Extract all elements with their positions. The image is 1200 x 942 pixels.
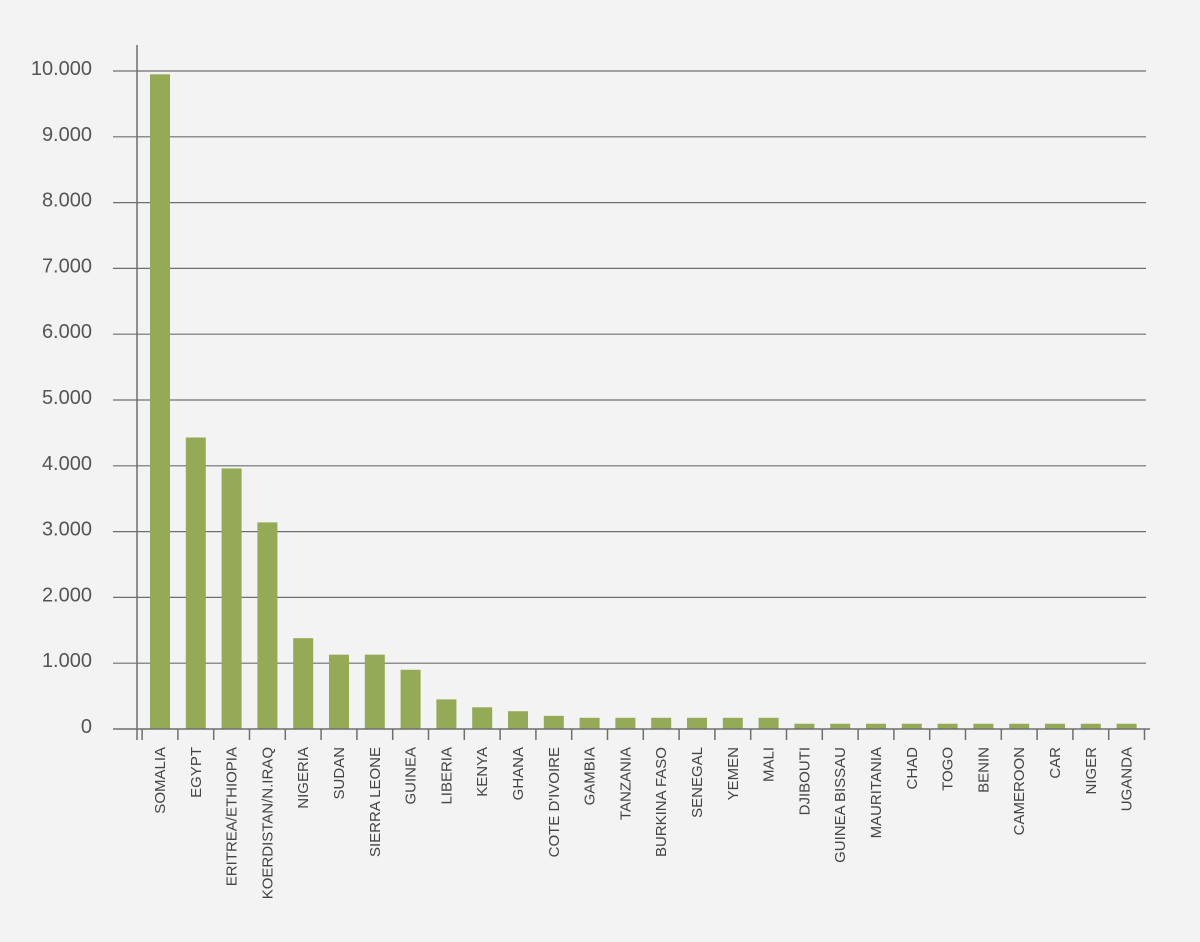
y-tick-label: 1.000: [42, 650, 92, 672]
bar: [973, 723, 994, 729]
bar: [722, 717, 743, 729]
y-tick-label: 8.000: [42, 190, 92, 212]
y-axis-tick-labels: 0 1.000 2.000 3.000 4.000 5.000 6.000 7.000 8.00…: [31, 58, 92, 738]
gridlines: [113, 70, 1146, 664]
x-tick-label: TANZANIA: [617, 747, 634, 820]
bar: [794, 723, 815, 729]
x-tick-label: NIGERIA: [295, 747, 312, 809]
y-tick-label: 7.000: [42, 255, 92, 277]
x-tick-label: CHAD: [904, 747, 921, 790]
x-tick-label: MAURITANIA: [868, 747, 885, 838]
bar: [615, 717, 636, 729]
bar: [436, 699, 457, 729]
bar: [830, 723, 851, 729]
x-tick-label: GUINEA BISSAU: [832, 747, 849, 863]
bar: [651, 717, 672, 729]
bar: [221, 468, 242, 729]
x-tick-label: GUINEA: [403, 747, 420, 805]
bar: [758, 717, 779, 729]
bar: [364, 654, 385, 729]
bar: [1045, 723, 1065, 729]
x-tick-label: SOMALIA: [152, 747, 169, 814]
x-tick-label: SENEGAL: [689, 747, 706, 818]
bar: [1009, 723, 1030, 729]
x-tick-label: KOERDISTAN/N.IRAQ: [259, 747, 276, 899]
x-tick-label: CAMEROON: [1011, 747, 1028, 835]
x-tick-label: SIERRA LEONE: [367, 747, 384, 857]
x-tick-label: DJIBOUTI: [796, 747, 813, 815]
bar: [1116, 723, 1137, 729]
bar: [866, 723, 886, 729]
bar: [293, 638, 314, 729]
y-tick-label: 2.000: [42, 584, 92, 606]
bar: [901, 723, 922, 729]
bar: [543, 715, 564, 729]
x-tick-label: KENYA: [474, 747, 491, 797]
x-tick-label: TOGO: [940, 747, 957, 791]
x-tick-label: CAR: [1047, 747, 1064, 779]
y-tick-label: 0: [81, 716, 92, 738]
bar: [185, 437, 206, 729]
x-tick-label: UGANDA: [1119, 747, 1136, 811]
bar: [937, 723, 958, 729]
y-tick-label: 5.000: [42, 387, 92, 409]
x-tick-label: GHANA: [510, 747, 527, 800]
y-tick-label: 4.000: [42, 453, 92, 475]
x-tick-label: YEMEN: [725, 747, 742, 800]
x-tick-label: NIGER: [1083, 747, 1100, 795]
y-tick-label: 9.000: [42, 124, 92, 146]
bar: [1080, 723, 1101, 729]
x-tick-label: MALI: [761, 747, 778, 782]
x-tick-label: ERITREA/ETHIOPIA: [224, 747, 241, 886]
x-tick-label: SUDAN: [331, 747, 348, 800]
x-tick-label: BENIN: [975, 747, 992, 793]
bars: [150, 74, 1137, 730]
x-tick-label: COTE D'IVOIRE: [546, 747, 563, 857]
bar: [257, 522, 278, 729]
bar: [329, 654, 349, 729]
bar: [687, 717, 707, 729]
x-tick-label: BURKINA FASO: [653, 747, 670, 857]
x-tick-label: LIBERIA: [438, 747, 455, 805]
x-tick-label: EGYPT: [188, 747, 205, 798]
bar: [508, 711, 528, 729]
axes: [113, 45, 1150, 740]
x-axis-tick-labels: SOMALIA EGYPT ERITREA/ETHIOPIA KOERDISTAN/N…: [152, 747, 1136, 899]
bar: [579, 717, 600, 729]
bar: [472, 707, 493, 729]
bar: [400, 669, 421, 729]
bar: [150, 74, 170, 730]
y-tick-label: 10.000: [31, 58, 92, 80]
y-tick-label: 3.000: [42, 519, 92, 541]
y-tick-label: 6.000: [42, 321, 92, 343]
x-tick-label: GAMBIA: [582, 747, 599, 805]
